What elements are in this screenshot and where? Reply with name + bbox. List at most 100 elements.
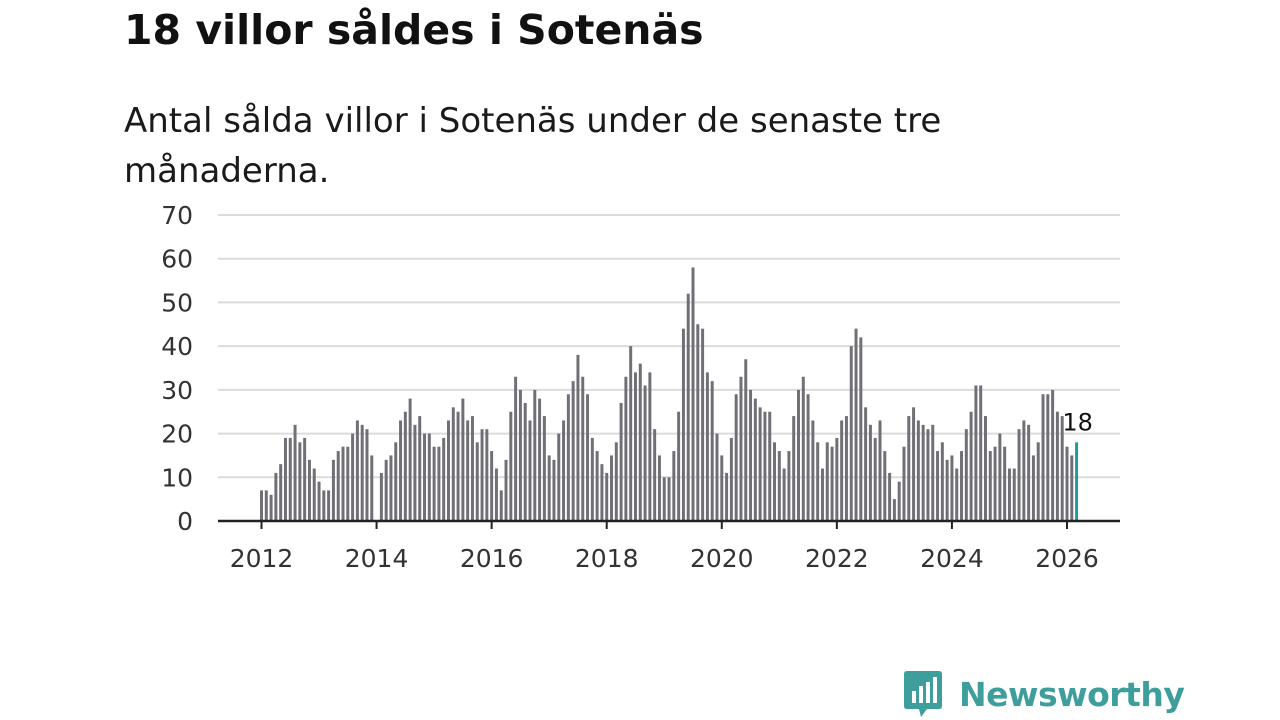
bar [859,337,863,521]
bar [514,376,518,521]
bar [705,372,709,521]
bar [969,411,973,521]
y-tick-label: 50 [161,288,193,317]
bar [442,437,446,521]
bar [562,420,566,521]
bar [926,429,930,521]
bar [988,451,992,521]
y-tick-label: 20 [161,420,193,449]
bar [1046,394,1050,521]
bar [797,389,800,521]
bar [586,394,590,521]
bar [264,490,268,521]
y-tick-label: 0 [177,507,193,536]
chart-subtitle: Antal sålda villor i Sotenäs under de se… [124,101,942,191]
y-axis-ticks: 0 10 20 30 40 50 60 70 [161,201,193,536]
chart-title: 18 villor såldes i Sotenäs [124,6,704,54]
bar [1007,468,1011,521]
bar [672,451,676,521]
bar [830,446,834,521]
bar [523,402,527,521]
bar [849,346,853,521]
bar [432,446,436,521]
bar [892,499,896,521]
x-tick-label: 2022 [805,544,869,573]
bar [624,376,628,521]
bar [317,481,321,521]
bar [1051,389,1055,521]
bar [351,433,355,521]
bar [379,472,383,521]
bar [734,394,738,521]
bar [418,416,422,521]
bar [571,381,575,521]
y-tick-label: 70 [161,201,193,230]
bar [485,429,489,521]
bar [461,398,465,521]
bar [974,385,978,521]
bar [864,407,868,521]
bar [447,420,450,521]
bar [768,411,772,521]
newsworthy-logo: Newsworthy [903,669,1185,719]
bar [384,459,388,521]
bar [360,424,364,521]
bar [744,359,748,521]
bar [681,328,685,521]
x-tick-label: 2020 [690,544,754,573]
bar [1055,411,1059,521]
bar [773,442,777,521]
bar [984,416,987,521]
bar [331,459,335,521]
bar [868,424,872,521]
bar [820,468,824,521]
bar [542,416,546,521]
bar-latest [1075,442,1079,521]
bar [1060,416,1064,521]
bar [753,398,757,521]
bar [499,490,503,521]
bar [931,424,935,521]
x-tick-label: 2024 [920,544,984,573]
bar [844,416,848,521]
bar [691,267,695,521]
bar [888,472,892,521]
bar [854,328,858,521]
bar [605,472,609,521]
bar [964,429,968,521]
bar [394,442,398,521]
bar [1041,394,1045,521]
bar [528,420,532,521]
bar [1027,424,1031,521]
bar [547,455,551,521]
bar [269,494,273,521]
bar [552,459,556,521]
x-tick-label: 2014 [345,544,409,573]
bar [610,455,613,521]
bar [614,442,618,521]
x-axis-ticks: 2012 2014 2016 2018 2020 2022 2024 2026 [230,521,1099,573]
bar [782,468,786,521]
x-tick-label: 2018 [575,544,639,573]
bar [696,324,700,521]
bar [1003,446,1007,521]
bar [504,459,508,521]
bar [403,411,407,521]
bar [298,442,302,521]
bar [725,472,729,521]
bar [576,354,580,521]
bar [758,407,762,521]
bar [466,420,470,521]
bar [1065,446,1069,521]
bar [370,455,374,521]
bar [288,437,292,521]
x-tick-label: 2016 [460,544,524,573]
bar [307,459,311,521]
bar [816,442,820,521]
bar [912,407,916,521]
bar [355,420,359,521]
y-tick-label: 10 [161,463,193,492]
bar [902,446,906,521]
bar [260,490,263,521]
bar [322,490,326,521]
